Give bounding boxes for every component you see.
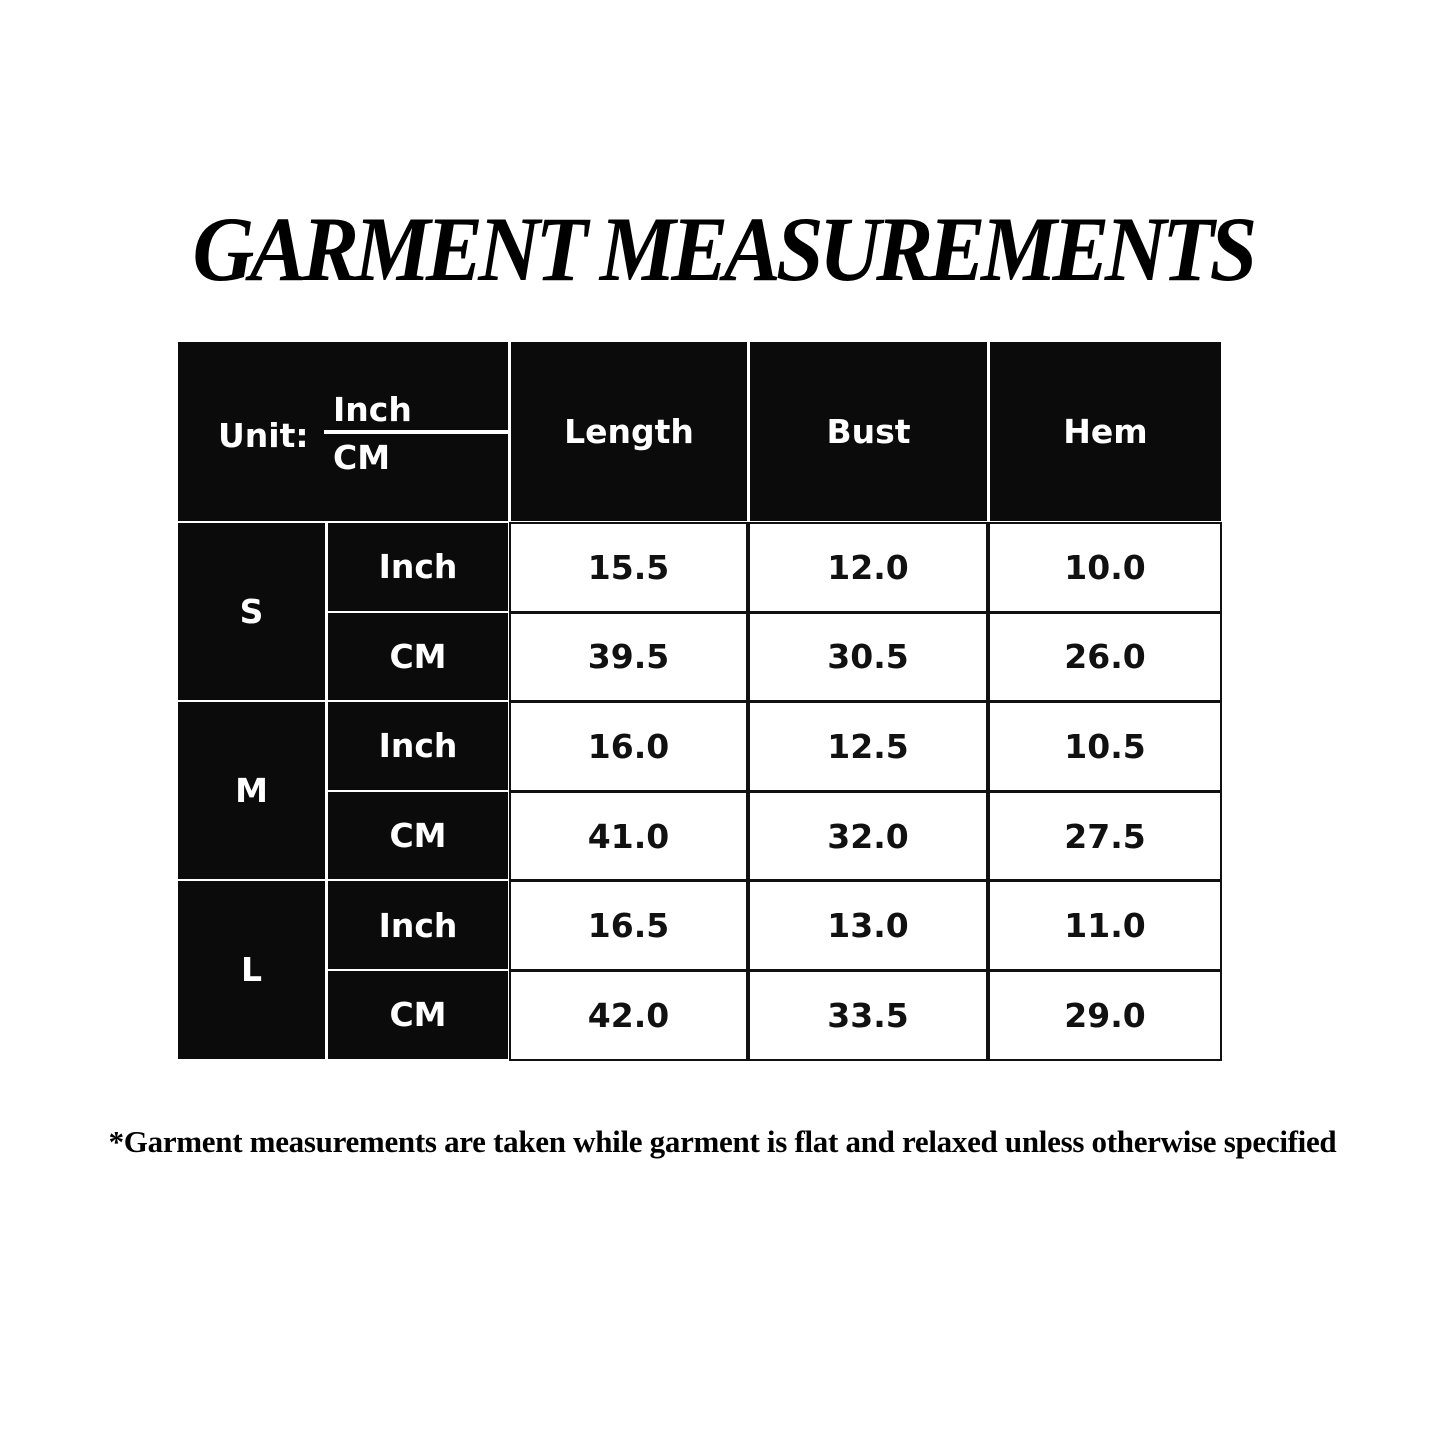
unit-cell: CM [328,612,508,701]
page-title: GARMENT MEASUREMENTS [192,198,1257,300]
size-label-m: M [178,702,325,880]
size-label-l: L [178,881,325,1059]
value-cell: 12.5 [748,701,988,792]
column-header-length: Length [511,342,747,521]
unit-cell: Inch [328,523,508,611]
unit-cell: CM [328,791,508,880]
size-label-s: S [178,523,325,701]
value-cell: 10.5 [988,701,1222,792]
value-cell: 16.0 [509,701,748,792]
unit-divider [324,430,508,434]
unit-cell: Inch [328,881,508,969]
value-cell: 10.0 [988,522,1222,613]
value-cell: 33.5 [748,970,988,1061]
value-cell: 13.0 [748,880,988,971]
value-cell: 16.5 [509,880,748,971]
unit-label: Unit: [218,416,309,455]
value-cell: 11.0 [988,880,1222,971]
value-cell: 29.0 [988,970,1222,1061]
column-header-bust: Bust [750,342,987,521]
unit-inch-label: Inch [333,390,412,429]
value-cell: 12.0 [748,522,988,613]
unit-cell: CM [328,971,508,1059]
value-cell: 30.5 [748,611,988,703]
footnote: *Garment measurements are taken while ga… [108,1124,1337,1159]
value-cell: 32.0 [748,790,988,882]
value-cell: 26.0 [988,611,1222,703]
size-chart-table: Unit: Inch CM Length Bust Hem S Inch 15.5 12.0… [178,342,1222,1061]
value-cell: 41.0 [509,790,748,882]
value-cell: 39.5 [509,611,748,703]
unit-cell: Inch [328,702,508,790]
unit-cm-label: CM [333,438,391,477]
value-cell: 42.0 [509,970,748,1061]
value-cell: 27.5 [988,790,1222,882]
column-header-hem: Hem [990,342,1221,521]
value-cell: 15.5 [509,522,748,613]
